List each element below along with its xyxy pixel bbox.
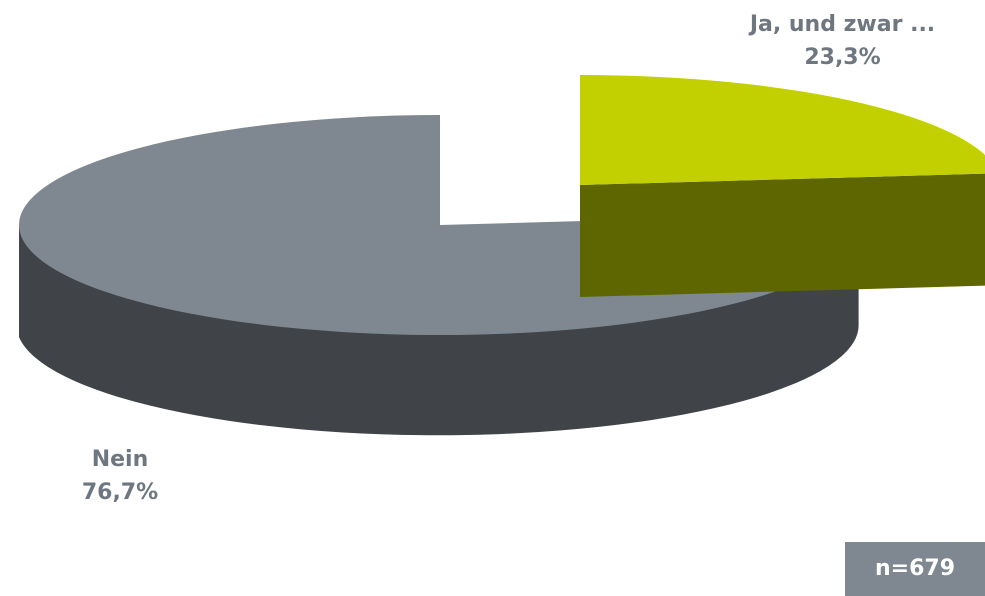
pie-slice-ja	[580, 75, 985, 185]
pie-slice-ja-side	[580, 173, 985, 297]
slice-label-nein-name: Nein	[91, 447, 149, 472]
slice-label-ja-value: 23,3%	[804, 45, 881, 70]
sample-size-badge: n=679	[845, 542, 985, 596]
slice-label-nein: Nein 76,7%	[40, 443, 200, 509]
slice-label-ja-name: Ja, und zwar ...	[749, 12, 936, 37]
slice-label-ja: Ja, und zwar ... 23,3%	[700, 8, 985, 74]
slice-label-nein-value: 76,7%	[81, 480, 159, 505]
